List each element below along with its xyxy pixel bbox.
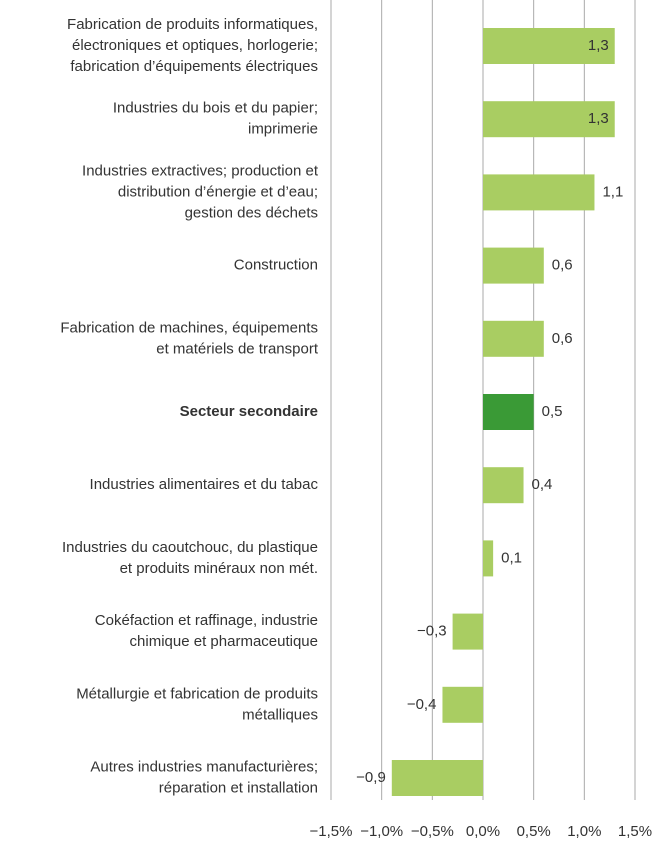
x-tick-label: 1,5%	[618, 823, 652, 840]
category-label: et matériels de transport	[156, 340, 319, 357]
category-label: électroniques et optiques, horlogerie;	[72, 37, 318, 54]
x-tick-label: 0,5%	[517, 823, 551, 840]
category-label: Industries alimentaires et du tabac	[90, 476, 319, 493]
category-label: Fabrication de machines, équipements	[60, 319, 318, 336]
bar	[483, 28, 615, 64]
category-label: chimique et pharmaceutique	[130, 633, 318, 650]
value-label: −0,3	[417, 623, 447, 640]
x-tick-label: −1,0%	[360, 823, 403, 840]
value-label: 0,1	[501, 549, 522, 566]
category-label: distribution d’énergie et d’eau;	[118, 183, 318, 200]
value-label: 0,4	[532, 476, 553, 493]
bar	[483, 394, 534, 430]
bar	[483, 174, 595, 211]
category-label: Industries du caoutchouc, du plastique	[62, 539, 318, 556]
category-label: Métallurgie et fabrication de produits	[76, 685, 318, 702]
value-label: 1,1	[602, 183, 623, 200]
category-label: et produits minéraux non mét.	[120, 560, 318, 577]
value-label: −0,9	[356, 769, 386, 786]
category-label: fabrication d’équipements électriques	[70, 58, 318, 75]
category-label: imprimerie	[248, 121, 318, 138]
bar	[442, 686, 483, 723]
category-label: réparation et installation	[159, 779, 318, 796]
category-label: métalliques	[242, 706, 318, 723]
x-tick-label: 1,0%	[567, 823, 601, 840]
category-label: Fabrication de produits informatiques,	[67, 16, 318, 33]
x-tick-label: 0,0%	[466, 823, 500, 840]
category-label: Cokéfaction et raffinage, industrie	[95, 612, 318, 629]
bar	[483, 101, 615, 138]
bar	[452, 613, 483, 650]
x-tick-label: −1,5%	[310, 823, 353, 840]
value-label: 0,5	[542, 403, 563, 420]
bar	[483, 540, 494, 577]
category-label: Secteur secondaire	[180, 403, 318, 420]
value-label: 0,6	[552, 257, 573, 274]
bar	[483, 467, 524, 504]
category-label: Construction	[234, 257, 318, 274]
bar	[483, 320, 544, 357]
value-label: −0,4	[407, 696, 437, 713]
bar	[391, 760, 483, 796]
value-label: 1,3	[588, 37, 609, 54]
category-label: Autres industries manufacturières;	[90, 758, 318, 775]
value-label: 0,6	[552, 330, 573, 347]
bar	[483, 247, 544, 284]
value-label: 1,3	[588, 110, 609, 127]
category-label: Industries du bois et du papier;	[113, 100, 318, 117]
category-label: gestion des déchets	[185, 204, 318, 221]
x-tick-label: −0,5%	[411, 823, 454, 840]
category-label: Industries extractives; production et	[82, 162, 319, 179]
